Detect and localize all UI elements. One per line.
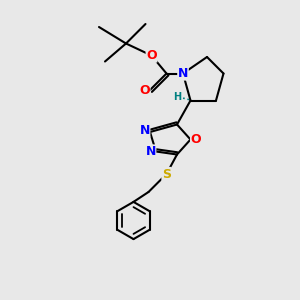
Text: H: H [173,92,181,102]
Text: O: O [190,133,201,146]
Text: N: N [178,67,188,80]
Text: O: O [146,49,157,62]
Text: S: S [162,167,171,181]
Text: O: O [139,83,150,97]
Text: N: N [146,145,156,158]
Text: N: N [140,124,150,137]
